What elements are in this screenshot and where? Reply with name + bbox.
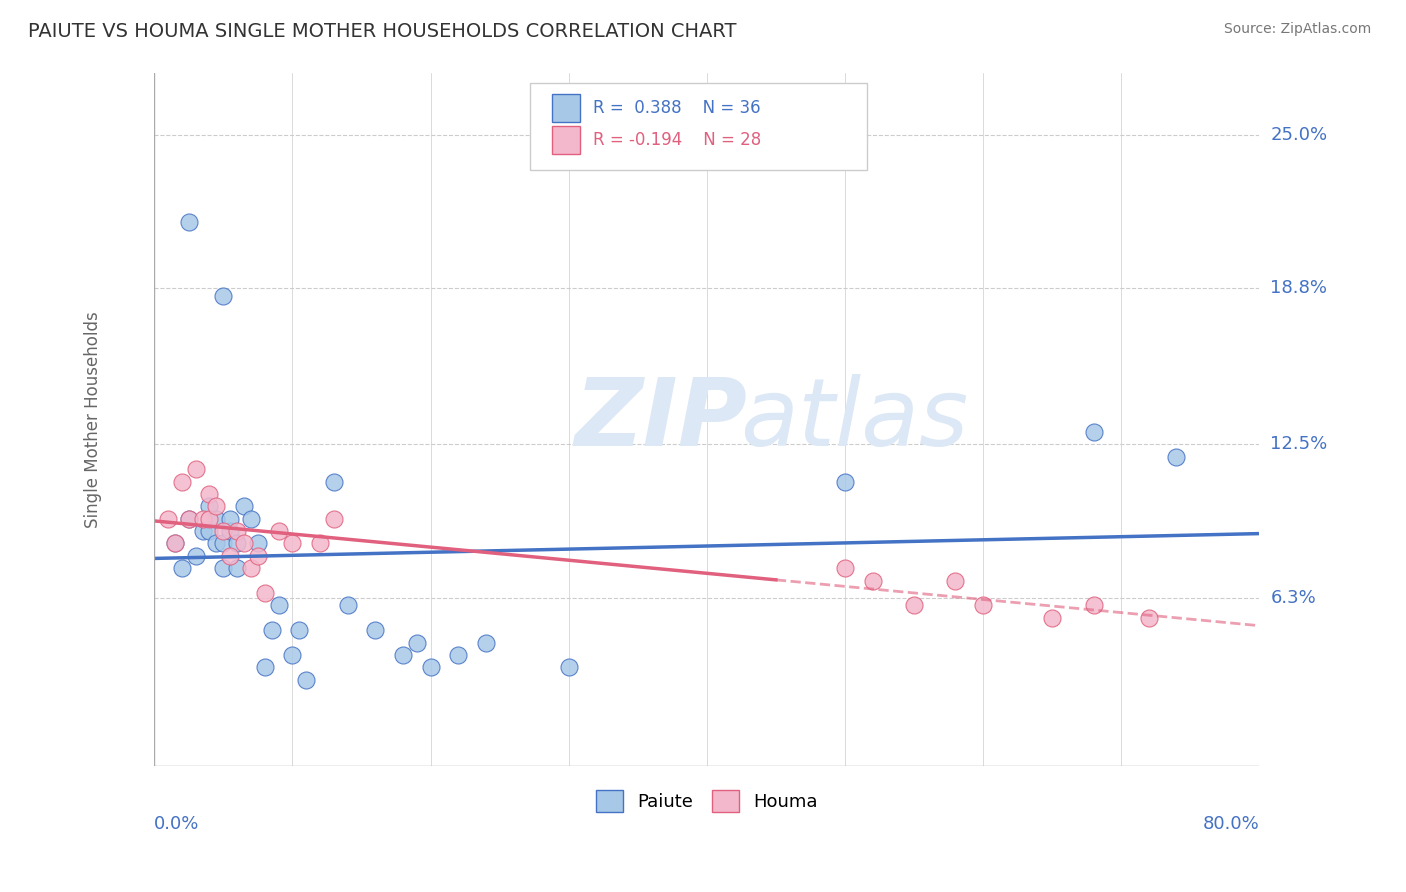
Point: [903, 599, 925, 613]
Point: [246, 536, 269, 550]
Point: [405, 635, 427, 649]
FancyBboxPatch shape: [530, 83, 868, 170]
Text: 6.3%: 6.3%: [1271, 589, 1316, 607]
Point: [233, 500, 256, 514]
Legend: Paiute, Houma: Paiute, Houma: [589, 783, 825, 820]
Point: [198, 524, 221, 538]
Point: [219, 524, 242, 538]
Point: [1040, 611, 1063, 625]
Point: [834, 561, 856, 575]
FancyBboxPatch shape: [553, 94, 579, 121]
Text: PAIUTE VS HOUMA SINGLE MOTHER HOUSEHOLDS CORRELATION CHART: PAIUTE VS HOUMA SINGLE MOTHER HOUSEHOLDS…: [28, 22, 737, 41]
Point: [157, 512, 180, 526]
Point: [246, 549, 269, 563]
Point: [191, 512, 214, 526]
Point: [392, 648, 415, 662]
Point: [972, 599, 994, 613]
Point: [184, 462, 207, 476]
Point: [862, 574, 884, 588]
Point: [205, 500, 228, 514]
Point: [170, 561, 193, 575]
Point: [226, 561, 249, 575]
Point: [1166, 450, 1188, 464]
Point: [267, 524, 290, 538]
Point: [226, 524, 249, 538]
Text: Single Mother Households: Single Mother Households: [84, 311, 103, 528]
Point: [205, 536, 228, 550]
Point: [281, 648, 304, 662]
FancyBboxPatch shape: [553, 127, 579, 154]
Point: [212, 536, 235, 550]
Point: [198, 500, 221, 514]
Point: [322, 475, 344, 489]
Point: [233, 536, 256, 550]
Text: Source: ZipAtlas.com: Source: ZipAtlas.com: [1223, 22, 1371, 37]
Point: [557, 660, 579, 674]
Text: 0.0%: 0.0%: [155, 815, 200, 833]
Point: [212, 289, 235, 303]
Point: [163, 536, 186, 550]
Point: [198, 487, 221, 501]
Point: [253, 586, 276, 600]
Point: [239, 512, 262, 526]
Point: [364, 623, 387, 637]
Point: [474, 635, 496, 649]
Text: 25.0%: 25.0%: [1271, 126, 1327, 144]
Point: [260, 623, 283, 637]
Point: [239, 561, 262, 575]
Text: atlas: atlas: [740, 374, 969, 465]
Text: 18.8%: 18.8%: [1271, 279, 1327, 297]
Point: [945, 574, 967, 588]
Point: [212, 524, 235, 538]
Point: [834, 475, 856, 489]
Point: [191, 524, 214, 538]
Point: [309, 536, 332, 550]
Point: [163, 536, 186, 550]
Point: [267, 599, 290, 613]
Text: 80.0%: 80.0%: [1202, 815, 1260, 833]
Point: [1137, 611, 1160, 625]
Point: [219, 512, 242, 526]
Point: [226, 536, 249, 550]
Point: [177, 214, 200, 228]
Point: [219, 549, 242, 563]
Point: [419, 660, 441, 674]
Point: [281, 536, 304, 550]
Point: [177, 512, 200, 526]
Text: ZIP: ZIP: [574, 374, 747, 466]
Text: R = -0.194    N = 28: R = -0.194 N = 28: [593, 131, 761, 149]
Point: [322, 512, 344, 526]
Text: 12.5%: 12.5%: [1271, 435, 1327, 453]
Point: [198, 512, 221, 526]
Point: [205, 512, 228, 526]
Point: [170, 475, 193, 489]
Point: [253, 660, 276, 674]
Point: [288, 623, 311, 637]
Point: [336, 599, 359, 613]
Point: [177, 512, 200, 526]
Point: [212, 561, 235, 575]
Point: [447, 648, 470, 662]
Text: R =  0.388    N = 36: R = 0.388 N = 36: [593, 99, 761, 117]
Point: [1083, 599, 1105, 613]
Point: [1083, 425, 1105, 439]
Point: [184, 549, 207, 563]
Point: [295, 673, 318, 687]
